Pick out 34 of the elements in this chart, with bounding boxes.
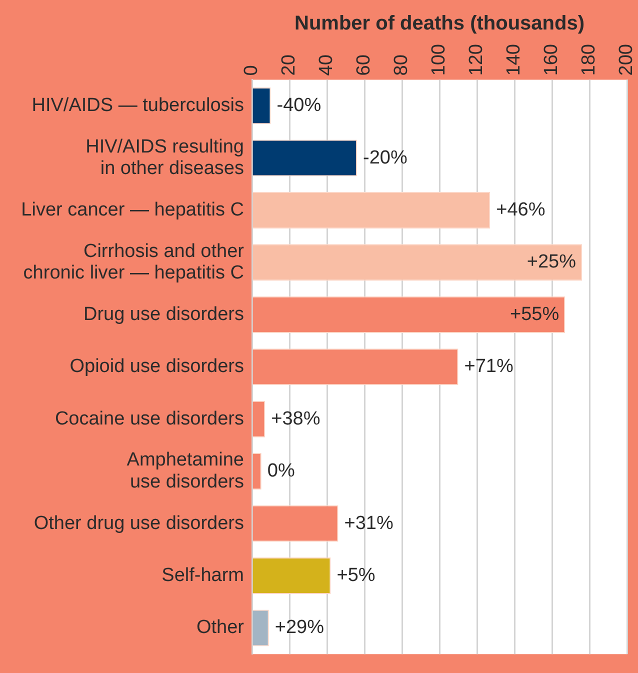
- x-tick-label: 120: [466, 44, 488, 76]
- x-tick-label: 0: [241, 65, 262, 76]
- y-tick-label: Other drug use disorders: [34, 512, 244, 534]
- y-tick-label: Drug use disorders: [83, 304, 244, 325]
- y-tick-label: HIV/AIDS — tuberculosis: [32, 95, 244, 116]
- annotation: +31%: [344, 512, 394, 534]
- annotation: +25%: [526, 252, 576, 273]
- x-tick-label: 80: [391, 54, 412, 76]
- y-tick-label: Other: [196, 617, 245, 638]
- y-tick-label: HIV/AIDS resulting in other diseases: [86, 136, 244, 180]
- y-tick-label: Cocaine use disorders: [54, 408, 244, 430]
- y-tick-label: Opioid use disorders: [70, 356, 244, 378]
- annotation: +29%: [274, 617, 324, 638]
- x-tick-label: 40: [316, 54, 338, 76]
- x-tick-label: 140: [504, 44, 525, 76]
- annotation: +55%: [510, 304, 560, 325]
- annotation: +46%: [496, 199, 546, 220]
- x-tick-label: 20: [278, 54, 300, 76]
- annotation: 0%: [267, 460, 295, 482]
- x-tick-label: 200: [616, 44, 638, 76]
- y-tick-label: Liver cancer — hepatitis C: [21, 199, 244, 220]
- y-tick-label: Amphetamine use disorders: [126, 450, 244, 492]
- annotation: -20%: [363, 147, 408, 168]
- annotation: -40%: [276, 95, 322, 116]
- x-tick-label: 60: [354, 54, 375, 76]
- y-tick-label: Cirrhosis and other chronic liver — hepatitis C: [23, 240, 245, 284]
- x-tick-label: 100: [428, 44, 450, 76]
- x-tick-label: 160: [541, 44, 562, 76]
- annotation: +71%: [464, 356, 514, 378]
- y-tick-label: Self-harm: [162, 564, 244, 586]
- annotation: +5%: [336, 564, 376, 586]
- x-tick-label: 180: [578, 44, 600, 76]
- annotation: +38%: [271, 408, 320, 430]
- x-axis-title: Number of deaths (thousands): [294, 12, 585, 35]
